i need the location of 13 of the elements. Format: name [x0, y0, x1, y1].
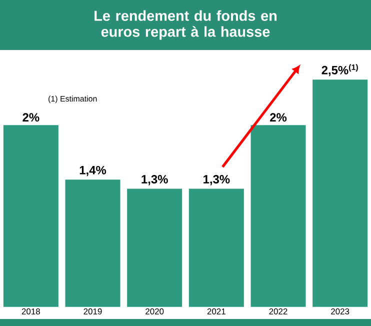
chart-title: Le rendement du fonds en euros repart à la hausse [94, 10, 277, 40]
data-label: 2,5%$^{(1)}$ [322, 64, 358, 76]
data-label: 2% [22, 113, 40, 122]
x-tick-label: 2020 [146, 308, 164, 314]
x-tick-label: 2018 [22, 308, 40, 314]
x-tick-label: 2022 [269, 308, 288, 314]
x-tick-label: 2021 [207, 308, 226, 314]
data-label: 1,4% [80, 166, 106, 176]
data-label: 2% [270, 113, 287, 122]
data-label: 1,3% [142, 175, 168, 186]
x-tick-label: 2023 [331, 308, 350, 314]
data-label: 1,3% [204, 175, 230, 186]
x-tick-label: 2019 [84, 308, 102, 314]
